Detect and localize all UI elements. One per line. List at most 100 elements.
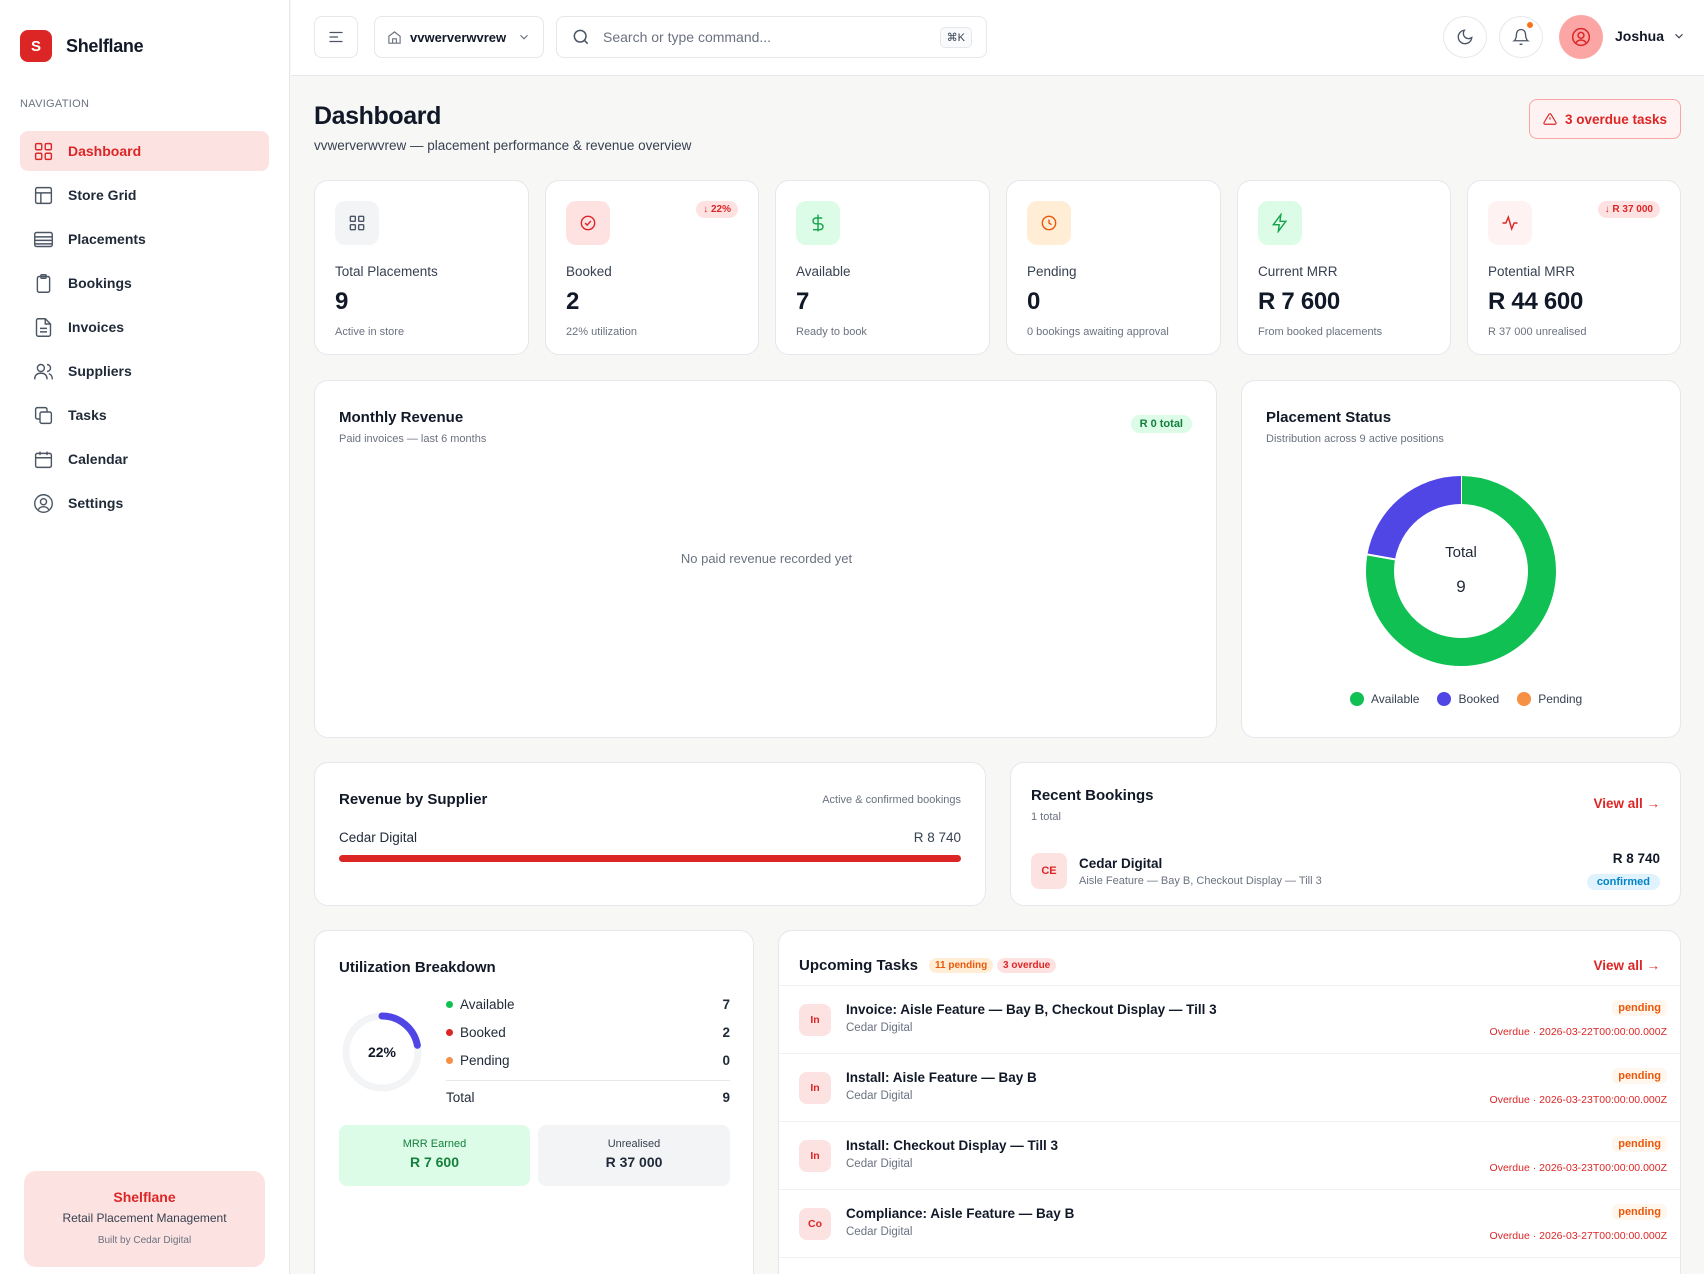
task-title: Compliance: Aisle Feature — Bay B bbox=[846, 1206, 1075, 1221]
revenue-by-supplier-card: Revenue by Supplier Active & confirmed b… bbox=[314, 762, 986, 906]
sidebar-item-placements[interactable]: Placements bbox=[20, 219, 269, 259]
sidebar-item-dashboard[interactable]: Dashboard bbox=[20, 131, 269, 171]
chart-legend: Available Booked Pending bbox=[1350, 692, 1582, 706]
utilization-card: Utilization Breakdown 22% Available 7 Bo… bbox=[314, 930, 754, 1274]
search-icon bbox=[573, 29, 589, 45]
sidebar-nav: Dashboard Store Grid Placements Bookings… bbox=[20, 131, 269, 527]
overdue-tasks-button[interactable]: 3 overdue tasks bbox=[1529, 99, 1681, 139]
status-dot bbox=[446, 1001, 453, 1008]
stat-subtext: Active in store bbox=[335, 326, 405, 338]
stat-icon-box bbox=[1488, 201, 1532, 245]
task-status-badge: pending bbox=[1612, 1204, 1667, 1220]
grid-icon bbox=[34, 142, 53, 160]
stat-label: Booked bbox=[566, 264, 612, 279]
sidebar-item-tasks[interactable]: Tasks bbox=[20, 395, 269, 435]
avatar[interactable] bbox=[1559, 15, 1603, 59]
view-all-tasks-link[interactable]: View all → bbox=[1593, 958, 1660, 973]
sidebar: S Shelflane NAVIGATION Dashboard Store G… bbox=[0, 0, 290, 1274]
check-circle-icon bbox=[580, 215, 596, 231]
notification-dot bbox=[1526, 21, 1534, 29]
menu-toggle-button[interactable] bbox=[314, 16, 358, 58]
stat-icon-box bbox=[1258, 201, 1302, 245]
task-title: Install: Checkout Display — Till 3 bbox=[846, 1138, 1059, 1153]
stat-subtext: 22% utilization bbox=[566, 326, 637, 338]
search-shortcut: ⌘K bbox=[939, 26, 972, 48]
sidebar-item-label: Settings bbox=[68, 495, 124, 511]
user-menu[interactable]: Joshua bbox=[1615, 28, 1686, 44]
sidebar-item-suppliers[interactable]: Suppliers bbox=[20, 351, 269, 391]
utilization-row-available: Available 7 bbox=[446, 997, 730, 1012]
mrr-earned-value: R 7 600 bbox=[409, 1154, 460, 1170]
notifications-button[interactable] bbox=[1499, 16, 1543, 58]
legend-label: Booked bbox=[1458, 692, 1500, 706]
brand[interactable]: S Shelflane bbox=[20, 30, 144, 62]
util-value: 7 bbox=[722, 997, 730, 1012]
file-icon bbox=[35, 317, 52, 337]
donut-slice-available[interactable] bbox=[1366, 476, 1556, 666]
sidebar-item-store-grid[interactable]: Store Grid bbox=[20, 175, 269, 215]
topbar: vvwerverwvrew ⌘K Joshua bbox=[291, 0, 1704, 76]
stat-card-pending: Pending 0 0 bookings awaiting approval bbox=[1006, 180, 1221, 355]
placement-status-card: Placement Status Distribution across 9 a… bbox=[1241, 380, 1681, 738]
task-row[interactable]: In Invoice: Aisle Feature — Bay B, Check… bbox=[779, 985, 1680, 1053]
store-select[interactable]: vvwerverwvrew bbox=[374, 16, 544, 58]
stat-card-total-placements: Total Placements 9 Active in store bbox=[314, 180, 529, 355]
card-title: Placement Status bbox=[1266, 409, 1392, 426]
sidebar-item-label: Dashboard bbox=[68, 143, 142, 159]
util-label: Pending bbox=[460, 1053, 510, 1068]
stat-card-available: Available 7 Ready to book bbox=[775, 180, 990, 355]
task-row[interactable]: In Install: Checkout Display — Till 3 Ce… bbox=[779, 1121, 1680, 1189]
sidebar-item-calendar[interactable]: Calendar bbox=[20, 439, 269, 479]
theme-toggle-button[interactable] bbox=[1443, 16, 1487, 58]
donut-slice-booked[interactable] bbox=[1367, 476, 1462, 560]
card-subtitle: 1 total bbox=[1031, 811, 1061, 823]
status-dot bbox=[446, 1029, 453, 1036]
stat-value: 9 bbox=[335, 288, 349, 315]
user-circle-icon bbox=[1571, 27, 1591, 47]
user-name: Joshua bbox=[1615, 28, 1665, 44]
stat-subtext: Ready to book bbox=[796, 326, 867, 338]
card-title: Recent Bookings bbox=[1031, 787, 1154, 804]
placement-status-donut bbox=[1366, 476, 1556, 666]
stat-subtext: 0 bookings awaiting approval bbox=[1027, 326, 1169, 338]
task-row[interactable] bbox=[779, 1257, 1680, 1274]
stat-delta-badge: ↓ R 37 000 bbox=[1597, 201, 1660, 218]
search-bar[interactable]: ⌘K bbox=[556, 16, 987, 58]
grid-icon bbox=[349, 215, 365, 231]
task-row[interactable]: Co Compliance: Aisle Feature — Bay B Ced… bbox=[779, 1189, 1680, 1257]
alert-triangle-icon bbox=[1543, 113, 1557, 125]
mrr-earned-label: MRR Earned bbox=[402, 1138, 467, 1150]
page-title: Dashboard bbox=[314, 102, 441, 130]
task-due-date: Overdue · 2026-03-23T00:00:00.000Z bbox=[1489, 1162, 1667, 1174]
stat-subtext: From booked placements bbox=[1258, 326, 1383, 338]
legend-item-booked: Booked bbox=[1437, 692, 1499, 706]
card-note: Active & confirmed bookings bbox=[822, 794, 961, 806]
clock-icon bbox=[1041, 215, 1057, 231]
search-input[interactable] bbox=[603, 29, 928, 45]
sidebar-item-settings[interactable]: Settings bbox=[20, 483, 269, 523]
revenue-total-pill: R 0 total bbox=[1130, 415, 1192, 433]
view-all-bookings-link[interactable]: View all → bbox=[1593, 796, 1660, 811]
task-title: Invoice: Aisle Feature — Bay B, Checkout… bbox=[846, 1002, 1217, 1017]
mrr-earned-box: MRR Earned R 7 600 bbox=[339, 1125, 530, 1186]
legend-item-pending: Pending bbox=[1517, 692, 1582, 706]
stat-value: R 44 600 bbox=[1488, 288, 1584, 315]
card-title: Revenue by Supplier bbox=[339, 791, 488, 808]
task-row[interactable]: In Install: Aisle Feature — Bay B Cedar … bbox=[779, 1053, 1680, 1121]
empty-state-text: No paid revenue recorded yet bbox=[680, 551, 853, 566]
dollar-icon bbox=[812, 214, 824, 232]
card-subtitle: Paid invoices — last 6 months bbox=[339, 433, 487, 445]
sidebar-item-label: Tasks bbox=[68, 407, 107, 423]
recent-bookings-card: Recent Bookings 1 total View all → CE Ce… bbox=[1010, 762, 1681, 906]
page-subtitle: vvwerverwvrew — placement performance & … bbox=[314, 138, 692, 153]
supplier-bar-track bbox=[339, 855, 961, 862]
promo-card: Shelflane Retail Placement Management Bu… bbox=[24, 1171, 265, 1267]
sidebar-item-invoices[interactable]: Invoices bbox=[20, 307, 269, 347]
sidebar-item-bookings[interactable]: Bookings bbox=[20, 263, 269, 303]
booking-supplier-name[interactable]: Cedar Digital bbox=[1079, 856, 1163, 871]
supplier-name: Cedar Digital bbox=[339, 830, 418, 845]
stat-value: 2 bbox=[566, 288, 580, 315]
task-type-badge: Co bbox=[799, 1208, 831, 1240]
zap-icon bbox=[1271, 213, 1288, 233]
overdue-tasks-label: 3 overdue tasks bbox=[1564, 111, 1668, 127]
